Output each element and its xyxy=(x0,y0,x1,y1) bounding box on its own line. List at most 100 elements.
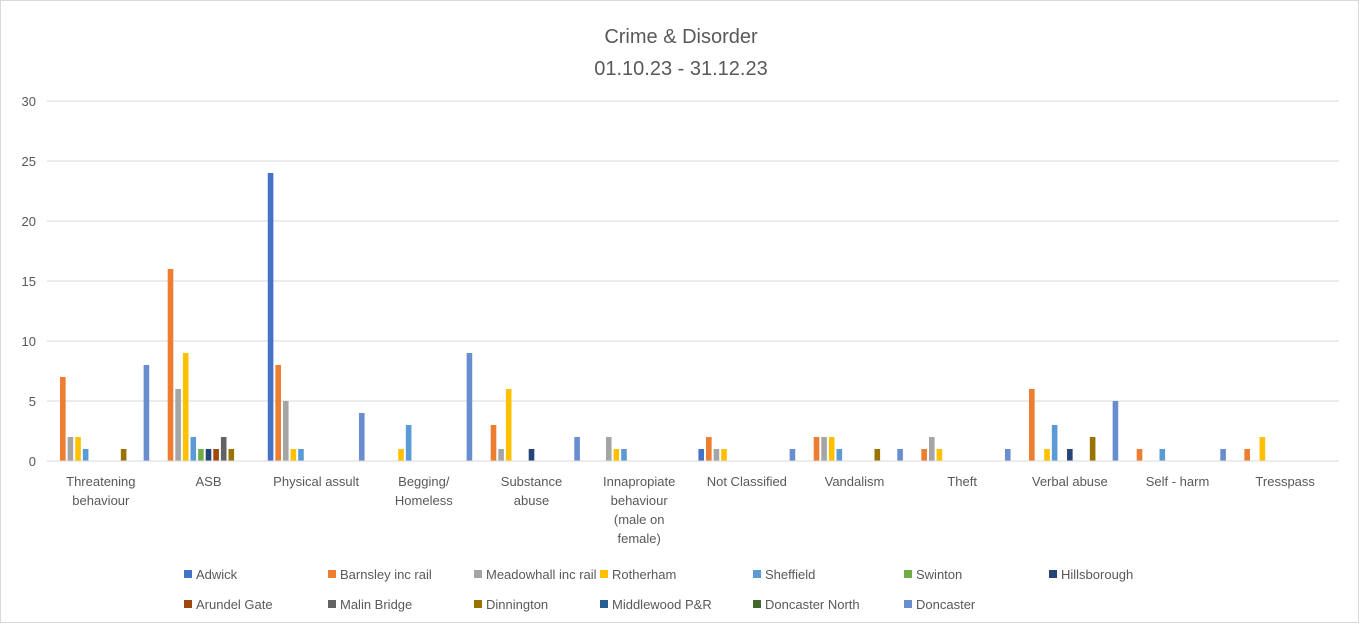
bar-doncaster xyxy=(1112,401,1119,461)
x-tick-label-line: Homeless xyxy=(395,493,453,508)
bar-dinnington xyxy=(120,449,127,461)
x-tick-label: Tresspass xyxy=(1255,474,1315,489)
legend-label: Hillsborough xyxy=(1061,567,1133,582)
legend-swatch xyxy=(1049,570,1057,578)
x-tick-label-line: ASB xyxy=(195,474,221,489)
bar-barnsley-inc-rail xyxy=(60,377,66,461)
legend-label: Malin Bridge xyxy=(340,597,412,612)
x-tick-label-line: Verbal abuse xyxy=(1032,474,1108,489)
bar-barnsley-inc-rail xyxy=(706,437,712,461)
x-tick-label: Vandalism xyxy=(825,474,885,489)
bar-swinton xyxy=(198,449,204,461)
bar-hillsborough xyxy=(528,449,535,461)
legend-entry-malin-bridge: Malin Bridge xyxy=(328,597,412,612)
legend-entry-doncaster-north: Doncaster North xyxy=(753,597,860,612)
x-tick-label-line: Self - harm xyxy=(1146,474,1210,489)
bar-hillsborough xyxy=(205,449,212,461)
bar-sheffield xyxy=(298,449,304,461)
x-tick-label-line: abuse xyxy=(514,493,549,508)
bar-dinnington xyxy=(874,449,881,461)
y-tick-label: 20 xyxy=(22,214,36,229)
legend-entry-doncaster: Doncaster xyxy=(904,597,976,612)
bar-barnsley-inc-rail xyxy=(813,437,820,461)
legend-entry-dinnington: Dinnington xyxy=(474,597,548,612)
chart-title: Crime & Disorder xyxy=(604,26,758,48)
legend-entry-hillsborough: Hillsborough xyxy=(1049,567,1133,582)
bar-meadowhall-inc-rail xyxy=(175,389,181,461)
legend-swatch xyxy=(474,600,482,608)
bar-meadowhall-inc-rail xyxy=(605,437,612,461)
legend-label: Middlewood P&R xyxy=(612,597,712,612)
x-tick-label-line: behaviour xyxy=(611,493,669,508)
legend-swatch xyxy=(184,570,192,578)
legend-label: Sheffield xyxy=(765,567,815,582)
bar-rotherham xyxy=(1259,437,1266,461)
bar-barnsley-inc-rail xyxy=(1136,449,1143,461)
bar-malin-bridge xyxy=(220,437,227,461)
bar-rotherham xyxy=(75,437,81,461)
x-tick-label-line: Tresspass xyxy=(1255,474,1315,489)
y-tick-label: 0 xyxy=(29,454,36,469)
x-tick-label-line: behaviour xyxy=(72,493,130,508)
bar-sheffield xyxy=(1051,425,1058,461)
legend-entry-arundel-gate: Arundel Gate xyxy=(184,597,273,612)
x-tick-label-line: Vandalism xyxy=(825,474,885,489)
legend-label: Doncaster xyxy=(916,597,976,612)
legend-entry-middlewood-p-r: Middlewood P&R xyxy=(600,597,712,612)
bar-meadowhall-inc-rail xyxy=(67,437,74,461)
legend-swatch xyxy=(474,570,482,578)
x-tick-label-line: Physical assult xyxy=(273,474,359,489)
bar-barnsley-inc-rail xyxy=(921,449,927,461)
x-tick-label-line: Substance xyxy=(501,474,562,489)
bar-barnsley-inc-rail xyxy=(490,425,497,461)
x-tick-label-line: female) xyxy=(617,531,660,546)
legend-entry-barnsley-inc-rail: Barnsley inc rail xyxy=(328,567,432,582)
bar-doncaster xyxy=(1004,449,1011,461)
x-tick-label: Begging/Homeless xyxy=(395,474,453,508)
legend-swatch xyxy=(753,570,761,578)
bar-dinnington xyxy=(1089,437,1096,461)
bar-sheffield xyxy=(621,449,627,461)
legend-entry-swinton: Swinton xyxy=(904,567,962,582)
y-axis: 0 5 10 15 20 25 30 xyxy=(22,94,36,469)
x-tick-label: Substance abuse xyxy=(501,474,562,508)
bar-hillsborough xyxy=(1067,449,1073,461)
bar-dinnington xyxy=(228,449,235,461)
bar-sheffield xyxy=(1159,449,1166,461)
bar-sheffield xyxy=(82,449,89,461)
legend-swatch xyxy=(328,570,336,578)
x-axis: Threatening behaviour ASB Physical assult Be… xyxy=(47,460,1339,546)
bar-doncaster xyxy=(789,449,796,461)
y-tick-label: 30 xyxy=(22,94,36,109)
bar-arundel-gate xyxy=(213,449,219,461)
legend-label: Meadowhall inc rail xyxy=(486,567,597,582)
bar-rotherham xyxy=(398,449,404,461)
x-tick-label: Innapropiate behaviour (male on female) xyxy=(603,474,675,546)
bar-adwick xyxy=(698,449,705,461)
bar-rotherham xyxy=(290,449,297,461)
bar-rotherham xyxy=(1044,449,1050,461)
legend-swatch xyxy=(600,600,608,608)
bar-rotherham xyxy=(721,449,727,461)
bar-adwick xyxy=(267,173,274,461)
x-tick-label-line: (male on xyxy=(614,512,665,527)
bar-barnsley-inc-rail xyxy=(1029,389,1035,461)
bar-doncaster xyxy=(358,413,365,461)
x-tick-label: Physical assult xyxy=(273,474,359,489)
bar-doncaster xyxy=(574,437,580,461)
gridlines xyxy=(47,100,1339,462)
x-tick-label-line: Not Classified xyxy=(707,474,787,489)
legend-label: Adwick xyxy=(196,567,238,582)
bars xyxy=(60,173,1266,461)
bar-meadowhall-inc-rail xyxy=(821,437,827,461)
legend-entry-adwick: Adwick xyxy=(184,567,238,582)
bar-doncaster xyxy=(897,449,903,461)
x-tick-label: ASB xyxy=(195,474,221,489)
x-tick-label: Theft xyxy=(947,474,977,489)
legend-swatch xyxy=(753,600,761,608)
x-tick-label-line: Threatening xyxy=(66,474,135,489)
bar-rotherham xyxy=(828,437,835,461)
bar-barnsley-inc-rail xyxy=(275,365,281,461)
